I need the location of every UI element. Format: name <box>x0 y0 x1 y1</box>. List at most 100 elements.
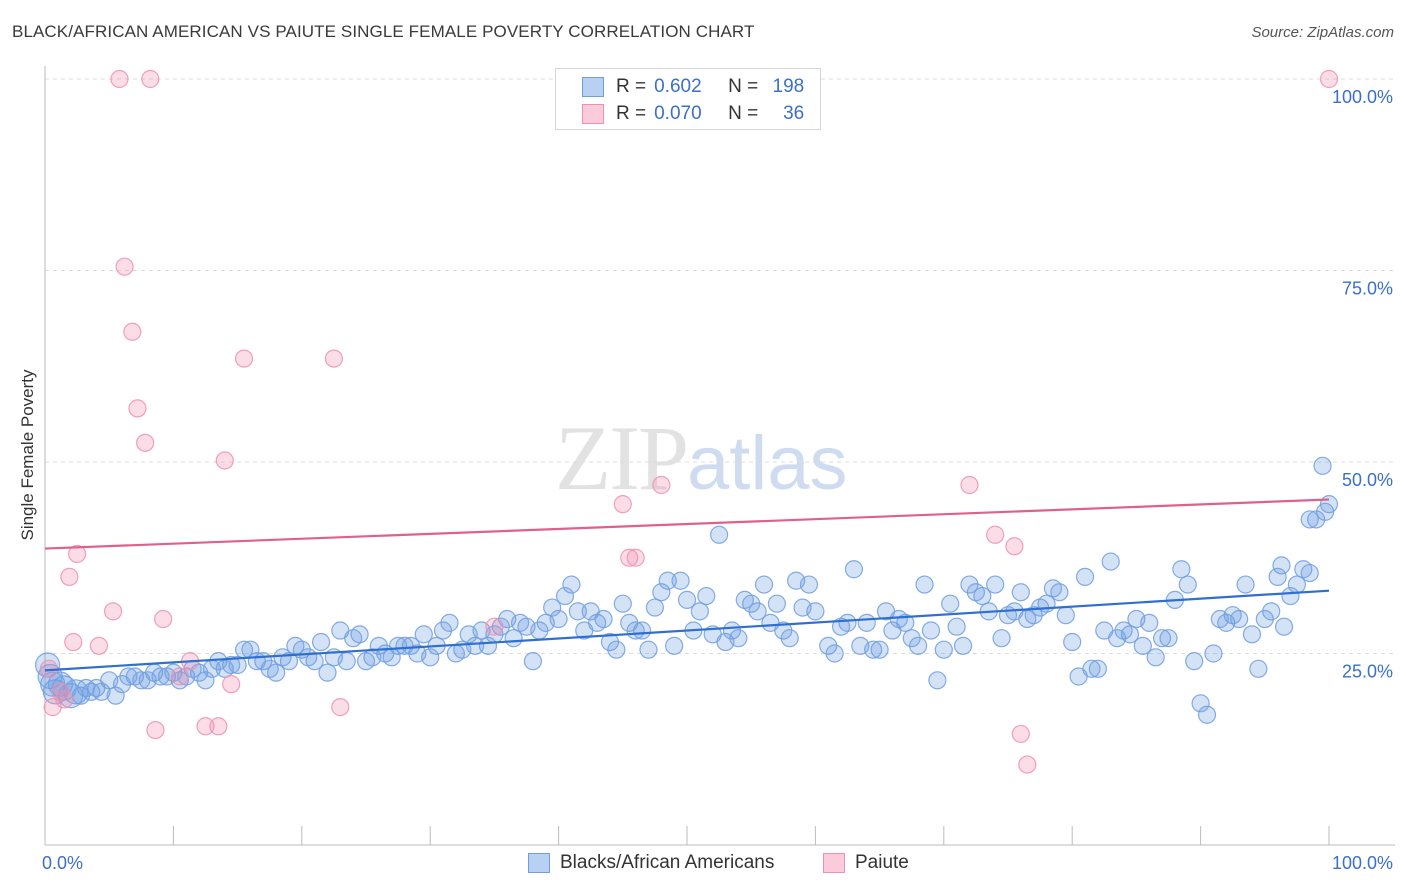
data-point-paiute <box>89 636 109 655</box>
data-point-blacks <box>613 594 632 613</box>
y-tick-label: 50.0% <box>1342 470 1393 490</box>
data-point-blacks <box>632 621 652 640</box>
data-point-blacks <box>318 663 337 682</box>
data-point-blacks <box>748 602 767 621</box>
data-point-blacks <box>665 636 684 655</box>
data-point-blacks <box>677 590 697 609</box>
data-point-blacks <box>1249 659 1268 678</box>
data-point-blacks <box>729 629 748 648</box>
data-point-paiute <box>136 433 155 452</box>
data-point-paiute <box>64 632 83 652</box>
data-point-blacks <box>1300 563 1319 583</box>
data-point-blacks <box>921 621 941 640</box>
r-label: R = <box>616 103 647 124</box>
data-point-blacks <box>658 571 677 590</box>
data-point-blacks <box>928 671 947 690</box>
data-point-paiute <box>154 609 173 629</box>
data-point-blacks <box>222 655 241 675</box>
data-point-blacks <box>986 575 1005 594</box>
data-point-blacks <box>844 560 864 579</box>
data-point-paiute <box>123 322 142 341</box>
data-point-blacks <box>754 575 774 594</box>
y-tick-label: 100.0% <box>1332 87 1393 107</box>
data-point-blacks <box>780 629 799 648</box>
data-point-blacks <box>992 629 1011 648</box>
data-point-blacks <box>1268 567 1287 587</box>
data-point-blacks <box>1063 632 1082 652</box>
data-point-blacks <box>1191 694 1210 713</box>
data-point-blacks <box>639 640 658 659</box>
data-point-blacks <box>1185 652 1204 671</box>
r-value: 0.070 <box>654 103 702 124</box>
data-point-paiute <box>55 690 74 709</box>
data-point-blacks <box>909 636 928 655</box>
data-point-blacks <box>1075 567 1095 587</box>
data-point-paiute <box>103 602 123 621</box>
r-label: R = <box>616 76 647 97</box>
n-label: N = <box>728 103 759 124</box>
data-point-blacks <box>1159 629 1178 648</box>
data-point-blacks <box>1140 613 1159 632</box>
data-point-paiute <box>626 548 645 567</box>
data-point-blacks <box>1204 644 1223 663</box>
data-point-blacks <box>1197 705 1217 724</box>
data-point-paiute <box>128 399 147 418</box>
data-point-paiute <box>324 349 343 368</box>
data-point-paiute <box>1319 69 1339 89</box>
data-point-blacks <box>941 594 960 613</box>
data-point-blacks <box>1262 602 1281 621</box>
data-point-blacks <box>543 598 562 617</box>
data-point-blacks <box>1050 583 1069 602</box>
data-point-blacks <box>607 640 626 659</box>
stats-legend: R = 0.602 N = 198 R = 0.070 N = 36 <box>555 68 821 130</box>
legend-label: Blacks/African Americans <box>560 852 775 873</box>
x-tick-label: 0.0% <box>42 853 83 873</box>
data-point-paiute <box>960 475 979 495</box>
y-tick-label: 25.0% <box>1342 662 1393 682</box>
data-point-paiute <box>209 717 228 736</box>
data-point-paiute <box>1018 755 1037 774</box>
data-point-paiute <box>110 69 129 89</box>
data-point-paiute <box>141 69 160 89</box>
data-point-blacks <box>947 617 966 636</box>
data-point-blacks <box>196 671 215 690</box>
data-point-blacks <box>1133 636 1152 655</box>
data-point-blacks <box>279 652 299 671</box>
data-point-blacks <box>440 613 459 632</box>
data-point-blacks <box>973 586 992 606</box>
pink-swatch <box>582 104 604 124</box>
data-point-blacks <box>1082 659 1101 678</box>
source-label: Source: ZipAtlas.com <box>1251 24 1394 41</box>
data-point-blacks <box>1242 625 1262 644</box>
data-point-paiute <box>613 495 632 514</box>
data-point-blacks <box>825 644 844 663</box>
data-point-blacks <box>1152 629 1172 648</box>
data-point-blacks <box>337 652 356 671</box>
data-point-paiute <box>60 567 79 587</box>
data-point-blacks <box>228 655 247 675</box>
data-point-blacks <box>690 602 709 621</box>
trend-line-paiute <box>44 498 1330 550</box>
data-point-paiute <box>170 667 189 686</box>
data-point-blacks <box>1011 583 1030 602</box>
r-value: 0.602 <box>654 76 702 97</box>
data-point-blacks <box>864 640 883 659</box>
data-point-blacks <box>523 652 543 671</box>
data-point-blacks <box>1236 575 1255 594</box>
data-point-blacks <box>106 686 125 705</box>
data-point-blacks <box>1178 575 1197 594</box>
data-point-blacks <box>63 679 89 705</box>
legend-item-paiute: Paiute <box>823 852 909 874</box>
data-point-paiute <box>146 720 165 740</box>
watermark-atlas: atlas <box>687 421 848 506</box>
data-point-paiute <box>652 475 671 495</box>
stats-row-paiute: R = 0.070 N = 36 <box>582 101 804 127</box>
blue-swatch <box>528 853 550 873</box>
legend-item-blacks: Blacks/African Americans <box>528 852 774 874</box>
data-point-blacks <box>934 640 953 659</box>
data-point-paiute <box>1011 724 1030 744</box>
trend-line-blacks <box>44 589 1330 672</box>
data-point-blacks <box>555 586 575 606</box>
data-point-blacks <box>389 636 408 655</box>
data-point-blacks <box>799 575 819 594</box>
